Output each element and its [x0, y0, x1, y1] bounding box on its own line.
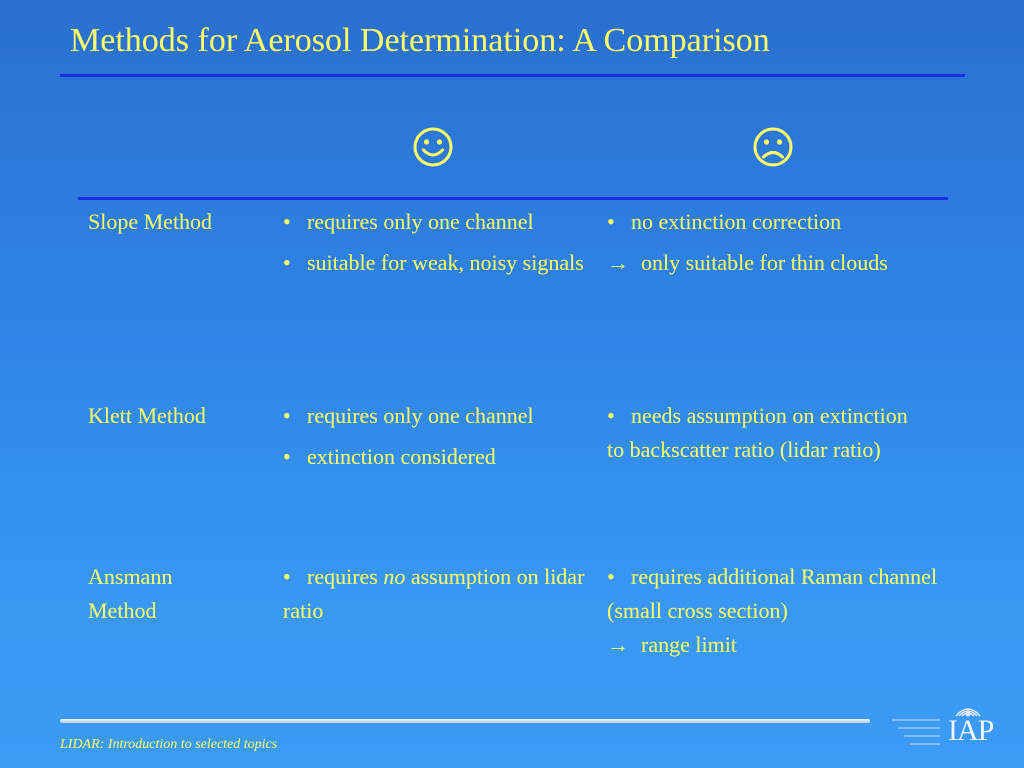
bullet-marker: • [283, 444, 291, 469]
advantage-text: suitable for weak, noisy signals [307, 250, 584, 275]
advantage-text: assumption on lidar ratio [283, 564, 585, 623]
frowning-face-icon [751, 125, 795, 169]
bullet-marker: • [607, 403, 615, 428]
disadvantage-text: only suitable for thin clouds [641, 250, 888, 275]
disadvantage-text: no extinction correction [631, 209, 842, 234]
advantage-text: requires [307, 564, 378, 589]
method-label-ansmann: Ansmann Method [88, 564, 173, 623]
arrow-marker: → [607, 250, 629, 275]
bullet-marker: • [283, 564, 291, 589]
disadvantage-item: → only suitable for thin clouds [607, 246, 957, 280]
logo-letters: IAP [948, 714, 994, 747]
bullet-marker: • [283, 209, 291, 234]
advantage-text: requires only one channel [307, 403, 534, 428]
method-label-klett: Klett Method [88, 403, 206, 428]
advantage-item: • requires only one channel [283, 205, 593, 239]
table-header-divider [78, 197, 948, 200]
disadvantage-item: • needs assumption on extinction to backs… [607, 399, 917, 467]
institute-logo-icon: IAP [888, 692, 1008, 760]
arrow-marker: → [607, 632, 629, 657]
advantage-item: • extinction considered [283, 440, 593, 474]
bullet-marker: • [283, 403, 291, 428]
method-label-slope: Slope Method [88, 209, 213, 234]
advantage-text: extinction considered [307, 444, 496, 469]
advantage-item: • suitable for weak, noisy signals [283, 246, 593, 280]
advantage-item: • requires no assumption on lidar ratio [283, 560, 593, 628]
advantage-item: • requires only one channel [283, 399, 593, 433]
disadvantage-item: • no extinction correction [607, 205, 957, 239]
disadvantage-text: range limit [641, 632, 737, 657]
smiley-face-icon [411, 125, 455, 169]
bullet-marker: • [607, 209, 615, 234]
disadvantages-slope: • no extinction correction → only suitable… [607, 205, 957, 287]
emphasis-text: no [383, 564, 406, 589]
slide-title: Methods for Aerosol Determination: A Com… [70, 22, 770, 59]
disadvantages-ansmann: • requires additional Raman channel (smal… [607, 560, 957, 669]
bullet-marker: • [283, 250, 291, 275]
advantages-ansmann: • requires no assumption on lidar ratio [283, 560, 593, 635]
advantage-text: requires only one channel [307, 209, 534, 234]
footer-caption: LIDAR: Introduction to selected topics [60, 737, 278, 752]
disadvantage-text: requires additional Raman channel (small… [607, 564, 938, 623]
disadvantage-item: → range limit [607, 628, 957, 662]
advantages-klett: • requires only one channel • extinction c… [283, 399, 593, 481]
advantages-slope: • requires only one channel • suitable for… [283, 205, 593, 287]
disadvantage-item: • requires additional Raman channel (smal… [607, 560, 957, 628]
title-divider [60, 74, 965, 77]
footer-divider [60, 719, 870, 723]
bullet-marker: • [607, 564, 615, 589]
disadvantages-klett: • needs assumption on extinction to backs… [607, 399, 917, 474]
disadvantage-text: needs assumption on extinction to backsc… [607, 403, 908, 462]
